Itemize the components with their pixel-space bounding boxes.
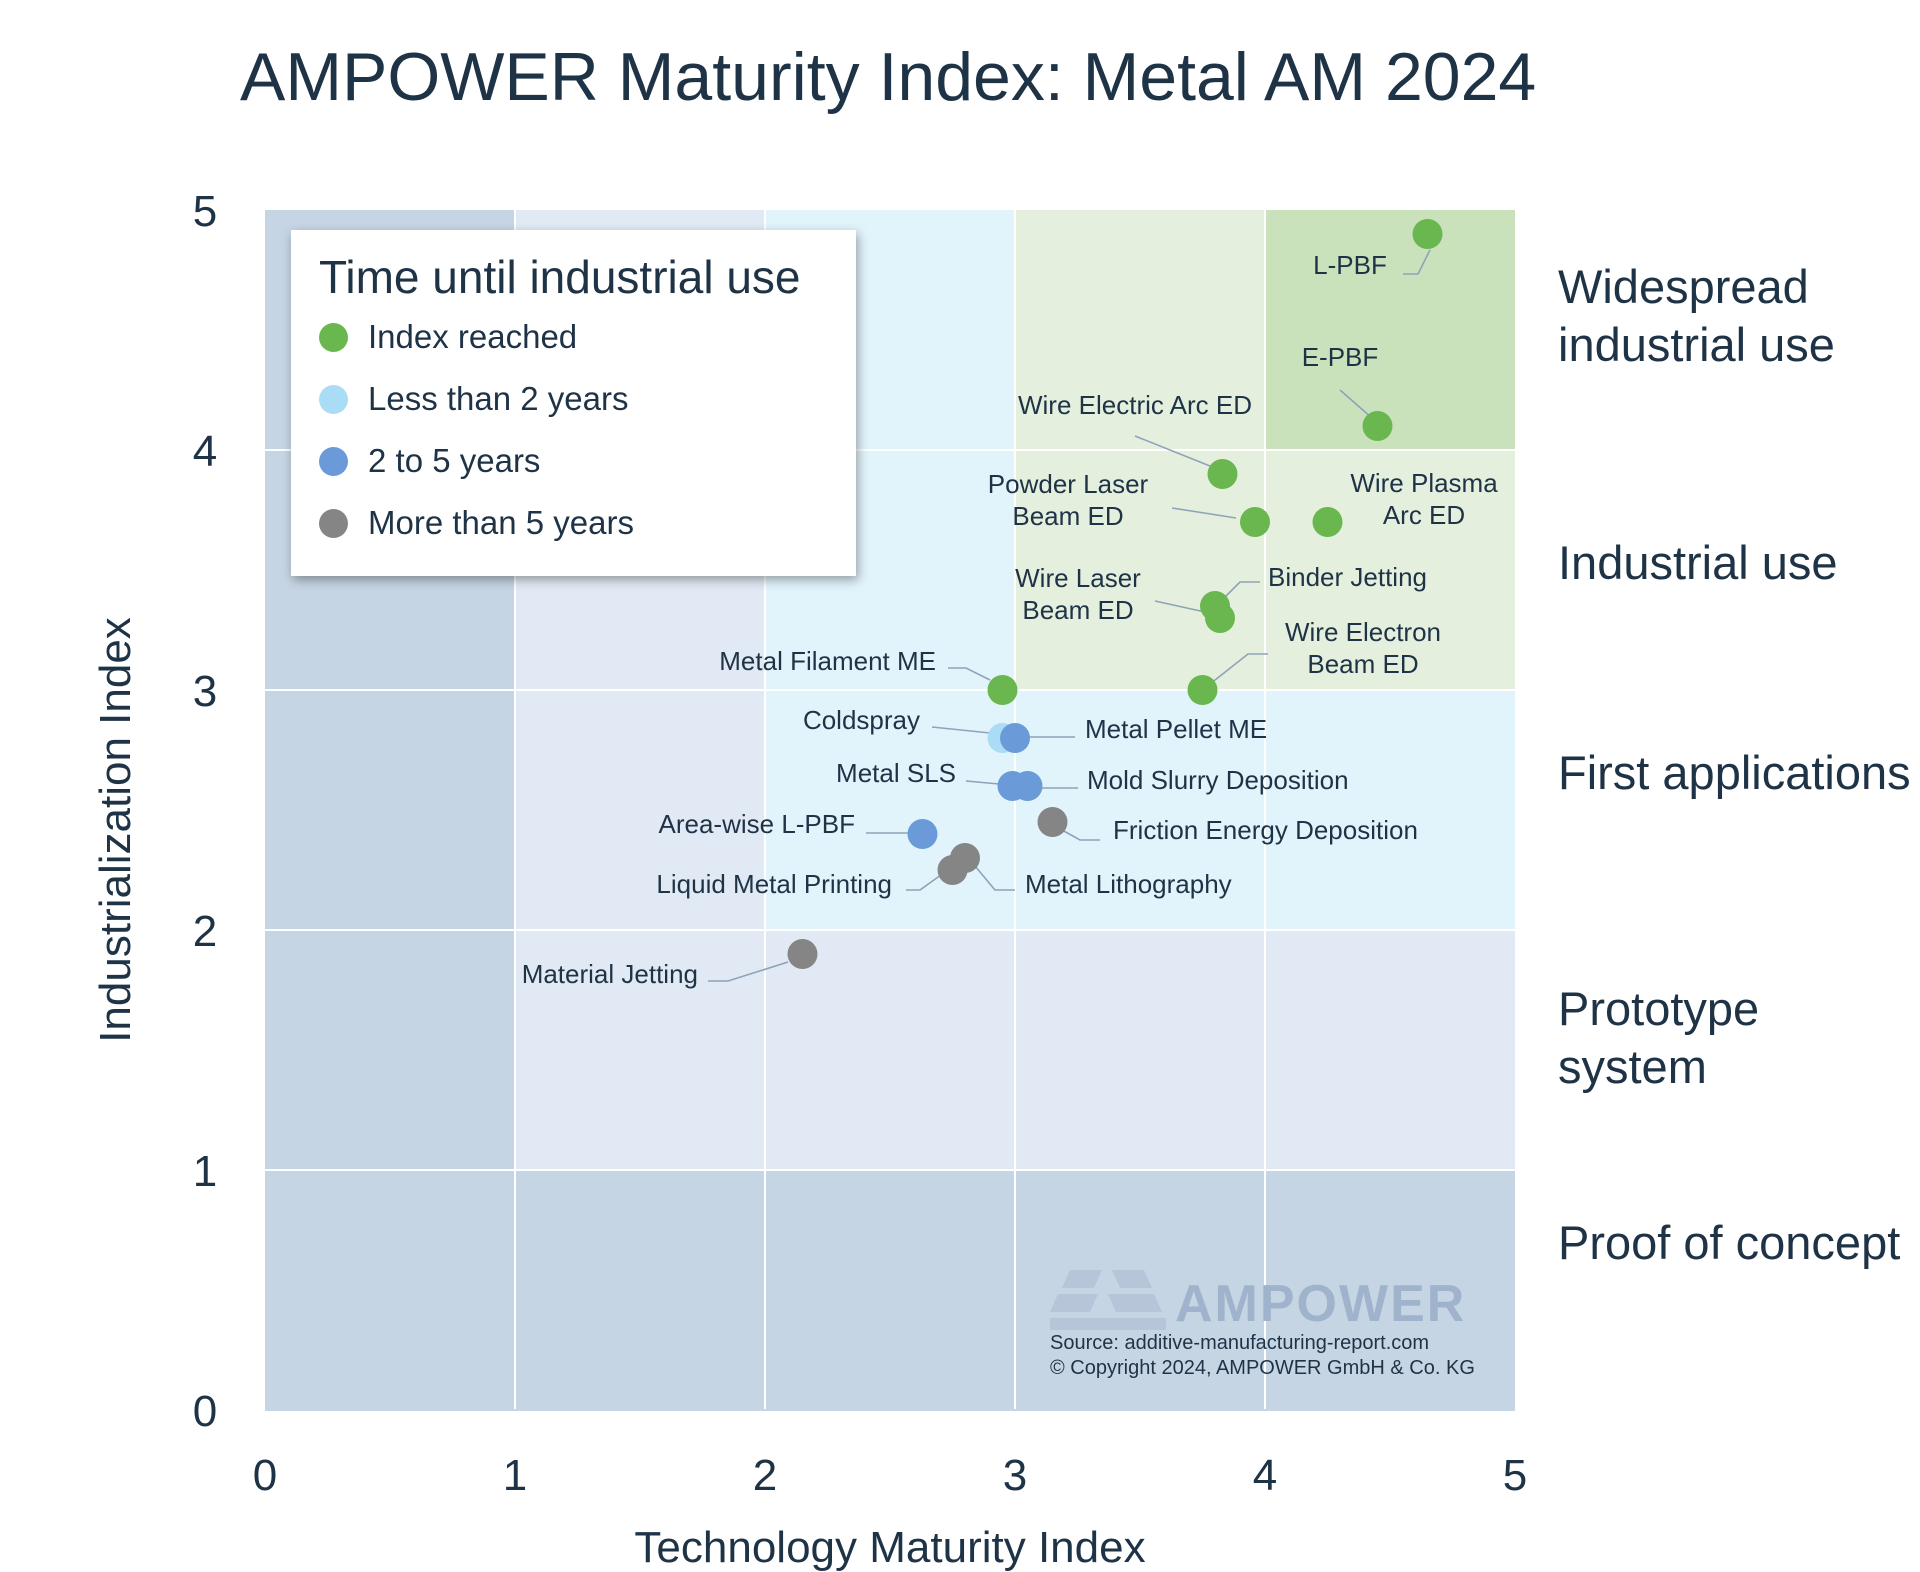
data-point (907, 819, 938, 849)
maturity-zone (765, 690, 1515, 930)
leader-line (1061, 829, 1100, 841)
legend-swatch (319, 446, 348, 476)
y-tick-label: 0 (193, 1387, 217, 1436)
point-label: Wire Laser Beam ED (1015, 563, 1141, 625)
y-tick-label: 5 (193, 187, 217, 236)
data-point (1012, 771, 1043, 801)
leader-line (1154, 600, 1206, 613)
point-label: Friction Energy Deposition (1113, 815, 1418, 845)
data-points (787, 219, 1443, 969)
leader-line (969, 859, 1015, 891)
x-tick-label: 3 (1003, 1451, 1027, 1500)
y-tick-label: 2 (193, 907, 217, 956)
legend-item-index-reached: Index reached (319, 312, 577, 362)
legend-label: Less than 2 years (368, 380, 629, 417)
point-labels: L-PBF E-PBF Wire Electric Arc ED Powder Las… (522, 250, 1499, 989)
data-point (1000, 723, 1030, 753)
data-point (937, 855, 968, 885)
leader-line (1171, 507, 1237, 519)
ampower-wordmark: AMPOWER (1175, 1275, 1467, 1333)
legend-swatch (319, 322, 348, 352)
chart-title: AMPOWER Maturity Index: Metal AM 2024 (240, 39, 1537, 115)
point-label: Metal Pellet ME (1085, 714, 1267, 744)
legend-swatch (319, 508, 348, 538)
leader-line (948, 667, 991, 681)
leader-line (1209, 653, 1268, 685)
y-axis-title: Industrialization Index (91, 617, 140, 1043)
data-point (1362, 411, 1393, 441)
leader-line (1134, 435, 1211, 467)
point-label: Wire Electric Arc ED (1018, 390, 1252, 420)
stage-label-widespread: Widespread industrial use (1558, 260, 1835, 371)
data-point (1187, 675, 1218, 705)
ampower-watermark: AMPOWER (1050, 1270, 1464, 1337)
legend: Time until industrial use Index reached … (291, 230, 856, 576)
y-tick-label: 1 (193, 1147, 217, 1196)
x-tick-label: 1 (503, 1451, 527, 1500)
point-label: Binder Jetting (1268, 562, 1427, 592)
data-point (1312, 507, 1343, 537)
legend-title: Time until industrial use (319, 251, 801, 303)
point-label: Wire Plasma Arc ED (1350, 468, 1498, 530)
point-label: Metal Lithography (1025, 869, 1232, 899)
x-tick-label: 4 (1253, 1451, 1277, 1500)
point-label: Metal Filament ME (719, 646, 936, 676)
legend-item-less-than-2: Less than 2 years (319, 374, 629, 424)
maturity-zone (1265, 210, 1515, 450)
point-label: Coldspray (803, 705, 920, 735)
maturity-zone (265, 1170, 1515, 1410)
point-label: Metal SLS (836, 758, 956, 788)
legend-label: 2 to 5 years (368, 442, 541, 479)
data-point (987, 675, 1018, 705)
axes: 0 1 2 3 4 5 0 1 2 3 4 5 Technology Maturity Index Ind… (91, 187, 1527, 1572)
legend-item-2-to-5: 2 to 5 years (319, 436, 540, 486)
y-tick-label: 4 (193, 427, 217, 476)
x-axis-title: Technology Maturity Index (634, 1523, 1145, 1572)
point-label: Material Jetting (522, 959, 698, 989)
ampower-logo-icon (1050, 1270, 1166, 1330)
point-label: Powder Laser Beam ED (988, 469, 1149, 531)
data-point (1037, 807, 1068, 837)
stage-label-proof: Proof of concept (1558, 1216, 1901, 1269)
legend-swatch (319, 384, 348, 414)
point-label: Mold Slurry Deposition (1087, 765, 1349, 795)
point-label: E-PBF (1302, 342, 1379, 372)
copyright-note: © Copyright 2024, AMPOWER GmbH & Co. KG (1050, 1357, 1475, 1379)
y-tick-label: 3 (193, 667, 217, 716)
leader-line (1223, 581, 1260, 599)
legend-item-more-than-5: More than 5 years (319, 498, 634, 548)
leader-line (708, 961, 789, 982)
point-label: Area-wise L-PBF (659, 809, 856, 839)
stage-label-first: First applications (1558, 746, 1911, 799)
data-point (1412, 219, 1443, 249)
leader-line (1339, 389, 1373, 419)
stage-label-prototype: Prototype system (1558, 982, 1760, 1093)
point-label: Liquid Metal Printing (656, 869, 892, 899)
data-point (1207, 459, 1238, 489)
x-tick-label: 0 (253, 1451, 277, 1500)
data-point (1205, 603, 1235, 633)
leader-line (1403, 249, 1431, 275)
data-point (1240, 507, 1270, 537)
maturity-zone (1015, 210, 1265, 450)
point-label: L-PBF (1313, 250, 1387, 280)
leader-line (906, 871, 946, 891)
source-note: Source: additive-manufacturing-report.co… (1050, 1332, 1430, 1354)
stage-label-industrial: Industrial use (1558, 536, 1838, 589)
legend-label: Index reached (368, 318, 578, 355)
point-label: Wire Electron Beam ED (1285, 617, 1441, 679)
x-tick-label: 2 (753, 1451, 777, 1500)
legend-label: More than 5 years (368, 504, 634, 541)
x-tick-label: 5 (1503, 1451, 1527, 1500)
leader-line (931, 726, 991, 734)
data-point (787, 939, 818, 969)
